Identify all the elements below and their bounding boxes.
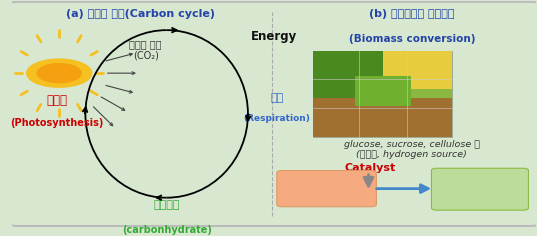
Text: 이산화 탄소
(CO₂): 이산화 탄소 (CO₂) — [129, 39, 162, 61]
FancyBboxPatch shape — [383, 51, 452, 89]
Text: (b) 바이오매스 전환반응: (b) 바이오매스 전환반응 — [369, 9, 454, 19]
FancyBboxPatch shape — [355, 76, 411, 106]
Circle shape — [27, 59, 92, 87]
Text: Catalyst: Catalyst — [345, 163, 396, 173]
Text: (Respiration): (Respiration) — [243, 114, 310, 123]
Text: (a) 탄소의 순환(Carbon cycle): (a) 탄소의 순환(Carbon cycle) — [66, 9, 215, 19]
Text: Hydrogenated
product: Hydrogenated product — [436, 178, 525, 200]
Text: (carbonhydrate): (carbonhydrate) — [122, 225, 212, 235]
Text: Energy: Energy — [251, 30, 297, 43]
FancyBboxPatch shape — [431, 168, 528, 210]
Text: 호흡: 호흡 — [270, 93, 284, 103]
Text: 광합성: 광합성 — [46, 94, 67, 107]
FancyBboxPatch shape — [277, 171, 376, 207]
Text: (Biomass conversion): (Biomass conversion) — [349, 34, 475, 43]
FancyBboxPatch shape — [314, 98, 452, 137]
Text: 탄수화물: 탄수화물 — [154, 200, 180, 210]
Circle shape — [37, 64, 81, 83]
FancyBboxPatch shape — [5, 2, 537, 226]
Text: Substance: Substance — [292, 182, 361, 195]
Text: glucose, sucrose, cellulose 등
(수소원, hydrogen source): glucose, sucrose, cellulose 등 (수소원, hydr… — [344, 140, 480, 159]
FancyBboxPatch shape — [314, 51, 383, 106]
FancyBboxPatch shape — [314, 51, 452, 137]
Text: (Photosynthesis): (Photosynthesis) — [10, 118, 103, 128]
